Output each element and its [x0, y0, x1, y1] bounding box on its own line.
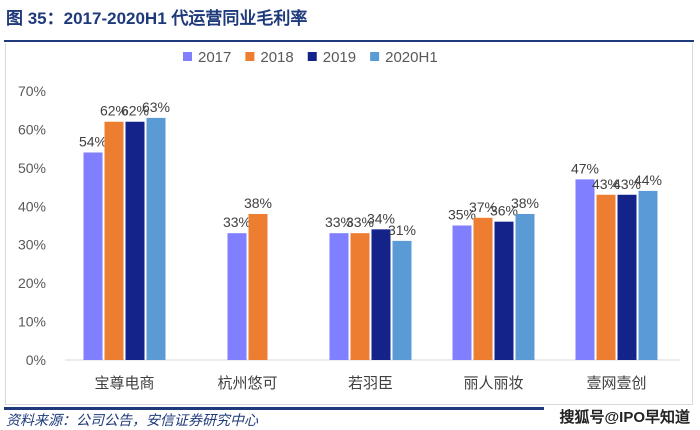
- data-label: 33%: [325, 214, 353, 230]
- bar-2018: [350, 233, 370, 360]
- figure-title: 图 35：2017-2020H1 代运营同业毛利率: [6, 9, 308, 28]
- legend-label: 2020H1: [385, 49, 438, 66]
- y-tick-label: 30%: [18, 237, 46, 253]
- y-tick-label: 0%: [26, 352, 46, 368]
- bar-2017: [452, 225, 472, 360]
- y-tick-label: 40%: [18, 198, 46, 214]
- data-label: 63%: [142, 99, 170, 115]
- data-label: 43%: [592, 176, 620, 192]
- x-tick-label: 壹网壹创: [586, 375, 646, 392]
- bar-2017: [83, 152, 103, 360]
- data-label: 37%: [469, 199, 497, 215]
- bar-2019: [125, 121, 145, 360]
- legend-swatch-2018: [245, 52, 255, 61]
- chart-frame: [5, 43, 693, 405]
- data-label: 34%: [367, 210, 395, 226]
- legend-label: 2017: [198, 49, 231, 66]
- bar-2020H1: [638, 190, 658, 360]
- bar-2018: [596, 194, 616, 360]
- footer-divider: [4, 407, 544, 410]
- y-tick-label: 50%: [18, 160, 46, 176]
- data-label: 38%: [244, 195, 272, 211]
- legend-swatch-2017: [183, 52, 192, 61]
- bar-2017: [329, 233, 349, 360]
- data-label: 31%: [388, 222, 416, 238]
- bar-2020H1: [146, 117, 166, 361]
- x-tick-label: 若羽臣: [348, 375, 393, 392]
- data-label: 54%: [79, 133, 107, 149]
- data-label: 35%: [448, 207, 476, 223]
- x-tick-label: 杭州悠可: [217, 375, 277, 392]
- legend-swatch-2019: [307, 52, 317, 61]
- bar-2017: [575, 179, 595, 360]
- y-tick-label: 60%: [18, 121, 46, 137]
- bar-2017: [227, 233, 247, 360]
- bar-2018: [248, 213, 268, 360]
- y-tick-label: 70%: [18, 83, 46, 99]
- watermark: 搜狐号@IPO早知道: [557, 406, 692, 427]
- bar-2019: [617, 194, 637, 360]
- y-tick-label: 20%: [18, 275, 46, 291]
- data-label: 38%: [511, 195, 539, 211]
- bar-2018: [473, 217, 493, 360]
- bar-2019: [371, 229, 391, 360]
- bar-2020H1: [515, 213, 535, 360]
- data-label: 33%: [346, 214, 374, 230]
- data-label: 43%: [613, 176, 641, 192]
- data-label: 62%: [100, 103, 128, 119]
- data-label: 62%: [121, 103, 149, 119]
- title-divider: [4, 40, 694, 42]
- bar-2020H1: [392, 240, 412, 360]
- source-note: 资料来源：公司公告，安信证券研究中心: [6, 413, 258, 429]
- y-tick-label: 10%: [18, 314, 46, 330]
- legend-label: 2019: [323, 49, 356, 66]
- data-label: 33%: [223, 214, 251, 230]
- legend-label: 2018: [260, 49, 293, 66]
- x-tick-label: 丽人丽妆: [463, 375, 523, 392]
- data-label: 47%: [571, 160, 599, 176]
- bar-2018: [104, 121, 124, 360]
- data-label: 44%: [634, 172, 662, 188]
- x-tick-label: 宝尊电商: [94, 375, 154, 392]
- legend-swatch-2020H1: [370, 52, 380, 61]
- data-label: 36%: [490, 203, 518, 219]
- bar-2019: [494, 221, 514, 360]
